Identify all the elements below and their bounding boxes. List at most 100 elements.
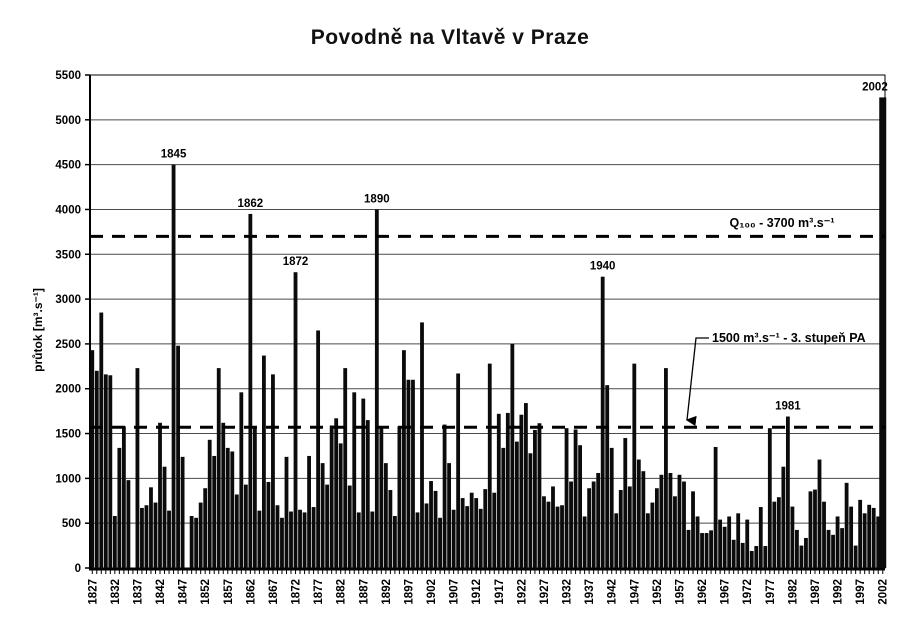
bar-1929 [551, 486, 555, 568]
x-tick-label: 1992 [833, 579, 845, 605]
bar-1979 [776, 497, 781, 568]
bar-1895 [397, 426, 402, 568]
x-tick-label: 1847 [178, 579, 190, 605]
bar-1969 [731, 539, 736, 568]
bar-1900 [420, 322, 424, 568]
bar-1965 [713, 446, 718, 568]
bar-1870 [284, 456, 289, 568]
bar-1885 [352, 392, 357, 568]
bar-1860 [239, 392, 244, 568]
bar-year-label-1872: 1872 [283, 256, 309, 268]
bar-1962 [700, 533, 704, 568]
bar-1888 [365, 420, 370, 568]
x-tick-label: 1982 [787, 579, 799, 605]
y-tick-label: 2000 [55, 384, 81, 396]
bar-1972 [745, 519, 750, 568]
bar-1896 [402, 350, 406, 568]
bar-1955 [668, 472, 673, 568]
bar-year-label-1890: 1890 [364, 193, 390, 205]
bar-1943 [614, 513, 619, 568]
bar-1981 [785, 416, 790, 568]
bar-1987 [813, 489, 817, 568]
bar-1918 [501, 447, 506, 568]
bar-1872 [293, 272, 298, 568]
x-tick-label: 1862 [245, 579, 257, 605]
bar-1961 [695, 516, 700, 568]
bar-1842 [158, 422, 162, 568]
x-tick-label: 1882 [336, 579, 348, 605]
bar-1916 [492, 492, 497, 568]
bar-year-label-1981: 1981 [775, 401, 801, 413]
bar-1849 [189, 516, 194, 568]
bar-1991 [831, 534, 835, 568]
bar-1983 [795, 529, 799, 568]
bar-1857 [225, 447, 230, 568]
bar-1920 [510, 343, 515, 568]
bar-1941 [605, 385, 610, 568]
bar-1906 [447, 463, 452, 568]
bar-1995 [849, 506, 854, 568]
x-tick-label: 1987 [810, 579, 822, 605]
y-tick-label: 1500 [55, 429, 81, 441]
bar-1843 [162, 466, 167, 568]
x-tick-label: 1917 [494, 579, 506, 605]
x-tick-label: 1857 [223, 579, 235, 605]
bar-1951 [650, 502, 655, 568]
bar-1950 [645, 513, 650, 568]
x-tick-label: 1907 [449, 579, 461, 605]
bar-1917 [496, 413, 501, 568]
bar-1992 [835, 516, 840, 568]
bar-1852 [203, 488, 208, 568]
bar-year-label-1845: 1845 [161, 149, 187, 161]
bar-1926 [537, 423, 542, 568]
bar-1977 [767, 428, 772, 568]
bar-1978 [772, 501, 777, 568]
bar-1993 [840, 528, 844, 568]
bar-1833 [117, 447, 122, 568]
bar-1892 [383, 463, 388, 568]
bar-1867 [271, 374, 275, 568]
bar-1844 [167, 510, 171, 568]
bar-1936 [582, 516, 587, 568]
x-tick-label: 1842 [155, 579, 167, 605]
bar-2001 [876, 516, 881, 568]
bar-1865 [261, 355, 266, 568]
bar-1838 [140, 507, 144, 568]
reference-line-label: 1500 m³.s⁻¹ - 3. stupeň PA [712, 331, 866, 345]
bar-1956 [673, 496, 677, 568]
x-tick-label: 1952 [652, 579, 664, 605]
x-tick-label: 1997 [855, 579, 867, 605]
bar-1834 [121, 426, 126, 568]
bar-1846 [176, 345, 180, 568]
y-tick-label: 2500 [55, 339, 81, 351]
bar-1912 [474, 498, 479, 568]
bar-1933 [569, 481, 573, 568]
bar-1890 [374, 209, 379, 569]
bar-1988 [817, 459, 822, 568]
bar-year-label-2002: 2002 [862, 81, 888, 93]
bar-1841 [153, 502, 158, 568]
bar-1827 [90, 350, 95, 568]
bar-1911 [469, 492, 474, 568]
bar-1997 [858, 499, 863, 568]
bar-1973 [749, 550, 754, 568]
bar-1919 [505, 412, 510, 568]
bar-1999 [867, 504, 872, 568]
x-tick-label: 1957 [674, 579, 686, 605]
bar-1858 [230, 451, 235, 568]
bar-1894 [392, 516, 397, 568]
bar-1970 [736, 513, 741, 568]
bar-1868 [275, 505, 280, 568]
bar-1850 [194, 517, 199, 568]
x-tick-label: 1902 [426, 579, 438, 605]
y-tick-label: 3000 [55, 294, 81, 306]
bar-1875 [307, 455, 311, 568]
bar-1963 [704, 533, 709, 568]
bar-1946 [627, 486, 632, 568]
bar-1913 [478, 508, 483, 568]
y-axis-title: průtok [m³.s⁻¹] [31, 288, 45, 372]
bar-1880 [329, 425, 334, 568]
bar-1893 [388, 490, 393, 568]
bar-1898 [411, 379, 415, 568]
